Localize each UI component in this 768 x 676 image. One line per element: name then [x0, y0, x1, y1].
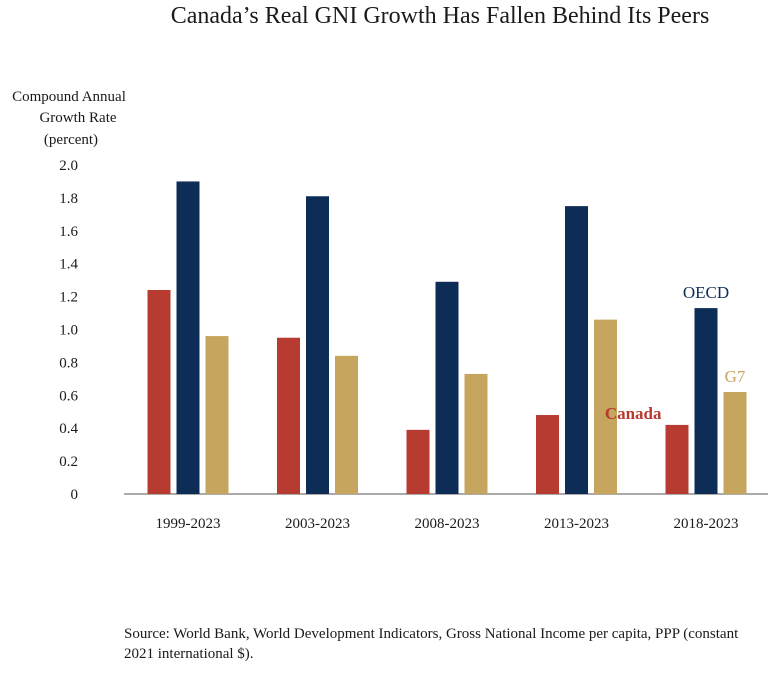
bar-g7-0 — [205, 336, 229, 494]
y-tick-label: 1.4 — [59, 257, 78, 273]
bar-canada-3 — [536, 415, 559, 494]
source-note: Source: World Bank, World Development In… — [124, 626, 739, 662]
y-axis-label-line: Compound Annual — [12, 89, 126, 105]
bars — [147, 181, 747, 494]
y-tick-label: 2.0 — [59, 158, 78, 174]
bar-canada-2 — [406, 429, 430, 494]
y-axis-label-line: (percent) — [44, 132, 98, 148]
series-label-g7: G7 — [725, 367, 746, 386]
x-category-label: 1999-2023 — [156, 516, 221, 532]
x-category-label: 2008-2023 — [415, 516, 480, 532]
series-label-oecd: OECD — [683, 283, 729, 302]
y-tick-label: 1.6 — [59, 224, 78, 240]
bar-canada-4 — [665, 424, 689, 494]
y-tick-label: 0.2 — [59, 454, 78, 470]
x-category-label: 2013-2023 — [544, 516, 609, 532]
y-axis-ticks: 0 0.2 0.4 0.6 0.8 1.0 1.2 1.4 1.6 1.8 2.0 — [59, 158, 78, 503]
series-labels: Canada OECD G7 — [605, 283, 746, 423]
y-axis-label: Compound Annual Growth Rate (percent) — [12, 89, 126, 148]
bar-oecd-3 — [565, 206, 588, 494]
bar-canada-1 — [277, 337, 300, 494]
y-tick-label: 0 — [71, 487, 79, 503]
y-tick-label: 1.8 — [59, 191, 78, 207]
bar-oecd-1 — [306, 196, 329, 494]
y-tick-label: 0.4 — [59, 421, 78, 437]
y-axis-label-line: Growth Rate — [39, 110, 116, 126]
y-tick-label: 0.8 — [59, 355, 78, 371]
y-tick-label: 0.6 — [59, 388, 78, 404]
bar-oecd-4 — [694, 308, 718, 494]
x-category-label: 2003-2023 — [285, 516, 350, 532]
x-axis-categories: 1999-2023 2003-2023 2008-2023 2013-2023 2018… — [156, 516, 739, 532]
bar-oecd-2 — [435, 281, 459, 494]
bar-g7-2 — [464, 373, 488, 494]
x-category-label: 2018-2023 — [674, 516, 739, 532]
bar-canada-0 — [147, 290, 171, 494]
bar-g7-4 — [723, 392, 747, 494]
bar-g7-1 — [335, 355, 358, 494]
y-tick-label: 1.2 — [59, 290, 78, 306]
bar-g7-3 — [594, 319, 617, 494]
bar-oecd-0 — [176, 181, 200, 494]
chart-title: Canada’s Real GNI Growth Has Fallen Behi… — [171, 3, 710, 29]
series-label-canada: Canada — [605, 404, 662, 423]
y-tick-label: 1.0 — [59, 323, 78, 339]
